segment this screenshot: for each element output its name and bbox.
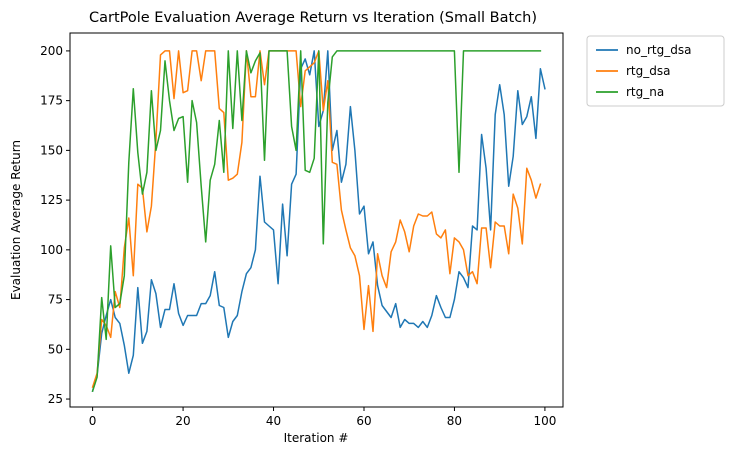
plot-area [69, 32, 564, 408]
y-tick-label: 25 [48, 392, 63, 406]
y-tick-label: 150 [40, 143, 63, 157]
x-axis: 0 20 40 60 80 100 [89, 407, 556, 428]
x-tick-label: 100 [533, 414, 556, 428]
legend: no_rtg_dsa rtg_dsa rtg_na [586, 35, 725, 107]
y-tick-label: 175 [40, 94, 63, 108]
y-tick-label: 75 [48, 293, 63, 307]
legend-box [586, 35, 725, 107]
chart-title: CartPole Evaluation Average Return vs It… [89, 10, 537, 26]
x-tick-label: 40 [266, 414, 281, 428]
x-tick-label: 80 [447, 414, 462, 428]
series-line-rtg_na [91, 50, 542, 393]
y-axis-label: Evaluation Average Return [9, 140, 23, 300]
legend-label-rtg_dsa: rtg_dsa [626, 64, 670, 78]
y-tick-label: 200 [40, 44, 63, 58]
legend-label-no_rtg_dsa: no_rtg_dsa [626, 43, 691, 57]
y-tick-label: 50 [48, 342, 63, 356]
plot-frame [69, 32, 564, 408]
x-axis-label: Iteration # [284, 431, 349, 445]
y-tick-label: 100 [40, 243, 63, 257]
legend-label-rtg_na: rtg_na [626, 85, 664, 99]
x-tick-label: 60 [356, 414, 371, 428]
y-axis: 25 50 75 100 125 150 175 200 [40, 44, 70, 406]
series-line-rtg_dsa [91, 50, 542, 389]
x-tick-label: 20 [175, 414, 190, 428]
series-layer [91, 50, 546, 393]
y-tick-label: 125 [40, 193, 63, 207]
series-line-no_rtg_dsa [91, 50, 546, 393]
x-tick-label: 0 [89, 414, 97, 428]
